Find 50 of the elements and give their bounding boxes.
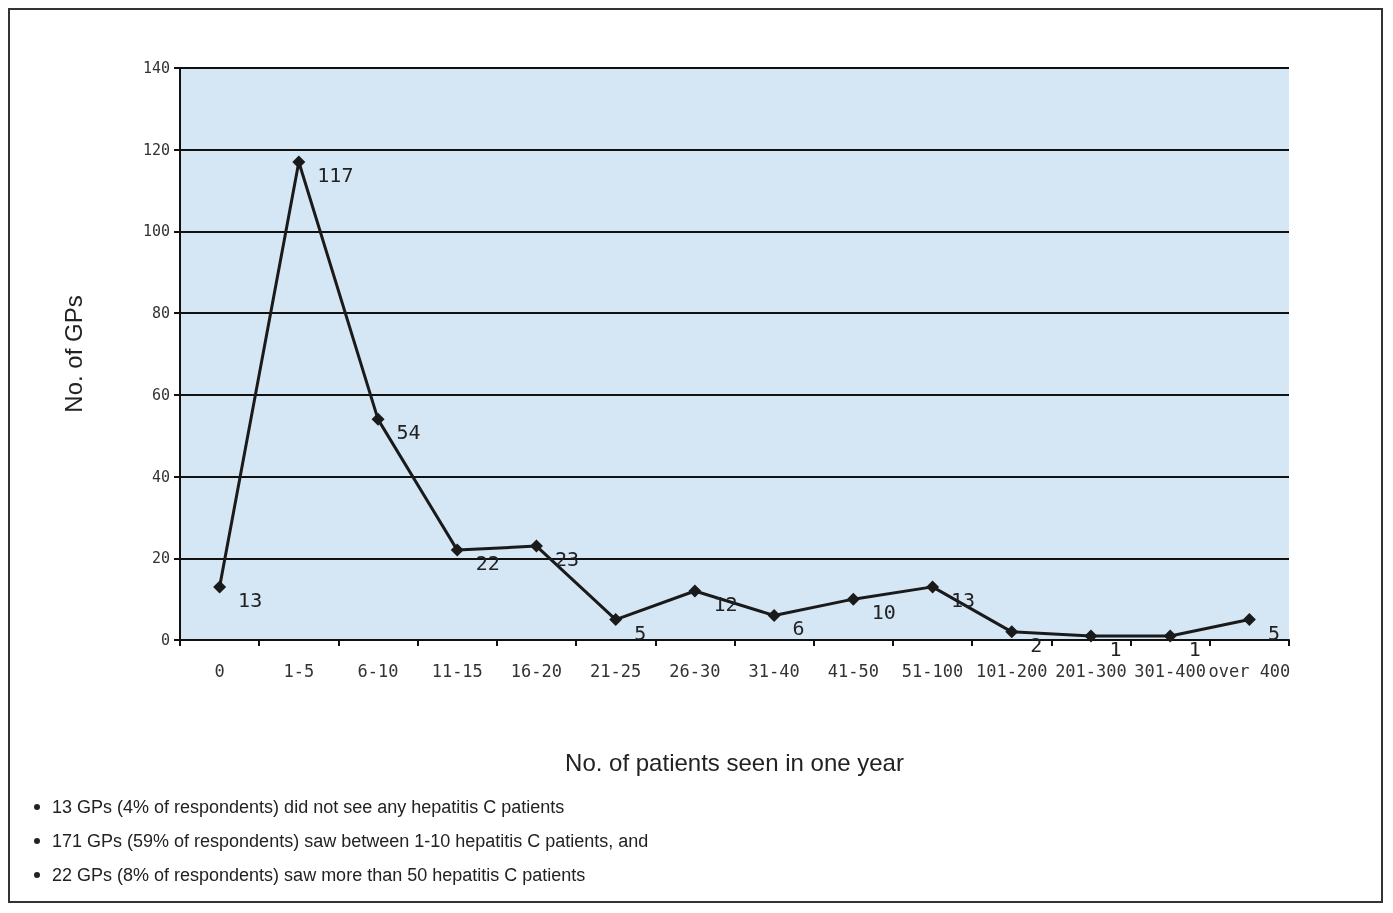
data-label: 5	[1267, 620, 1280, 645]
y-tick-label: 140	[142, 59, 170, 77]
y-tick-label: 80	[151, 304, 170, 323]
point	[846, 592, 860, 606]
point	[371, 412, 385, 426]
x-tick-label: 51-100	[901, 660, 964, 681]
x-tick-label: 301-400	[1134, 660, 1207, 681]
point	[1163, 629, 1177, 643]
x-tick-label: 21-25	[590, 660, 642, 681]
y-tick-label: 40	[151, 467, 170, 486]
data-label: 5	[634, 620, 647, 645]
x-axis-title: No. of patients seen in one year	[565, 748, 904, 776]
data-label: 54	[396, 420, 421, 445]
text: 13 GPs (4% of respondents) did not see any hepatitis C patients	[52, 796, 565, 819]
x-tick-label: 201-300	[1055, 660, 1127, 681]
data-label: 13	[238, 587, 263, 612]
data-label: 6	[792, 616, 805, 641]
y-axis-title: No. of GPs	[59, 295, 87, 413]
point	[926, 580, 940, 594]
x-tick-label: 101-200	[975, 660, 1048, 681]
point	[450, 543, 464, 557]
point	[1005, 625, 1019, 639]
data-label: 117	[317, 162, 354, 187]
x-tick-label: 31-40	[748, 660, 800, 681]
point	[609, 613, 623, 627]
x-tick-label: over 400	[1208, 660, 1291, 681]
data-label: 10	[871, 600, 896, 625]
y-tick-label: 100	[142, 222, 170, 241]
point	[213, 580, 227, 594]
x-tick-label: 0	[214, 660, 225, 681]
point	[1242, 613, 1256, 627]
y-tick-label: 0	[160, 631, 170, 649]
text: 22 GPs (8% of respondents) saw more than 50 hepatitis C patients	[52, 864, 586, 887]
y-tick-label: 20	[151, 549, 170, 568]
x-tick-label: 16-20	[510, 660, 563, 681]
x-tick-label: 6-10	[357, 660, 399, 681]
x-tick-label: 26-30	[669, 660, 721, 681]
y-tick-label: 60	[151, 385, 170, 404]
y-tick-label: 120	[142, 140, 170, 159]
x-tick-label: 11-15	[431, 660, 483, 681]
point	[767, 608, 781, 622]
data-label: 1	[1188, 636, 1201, 661]
text: 171 GPs (59% of respondents) saw between 1-10 hepatitis C patients, and	[52, 830, 649, 853]
point	[529, 539, 543, 553]
data-label: 1	[1109, 636, 1122, 661]
x-tick-label: 1-5	[283, 660, 315, 681]
x-tick-label: 41-50	[827, 660, 879, 681]
point	[1084, 629, 1098, 643]
point	[292, 155, 306, 169]
point	[688, 584, 702, 598]
